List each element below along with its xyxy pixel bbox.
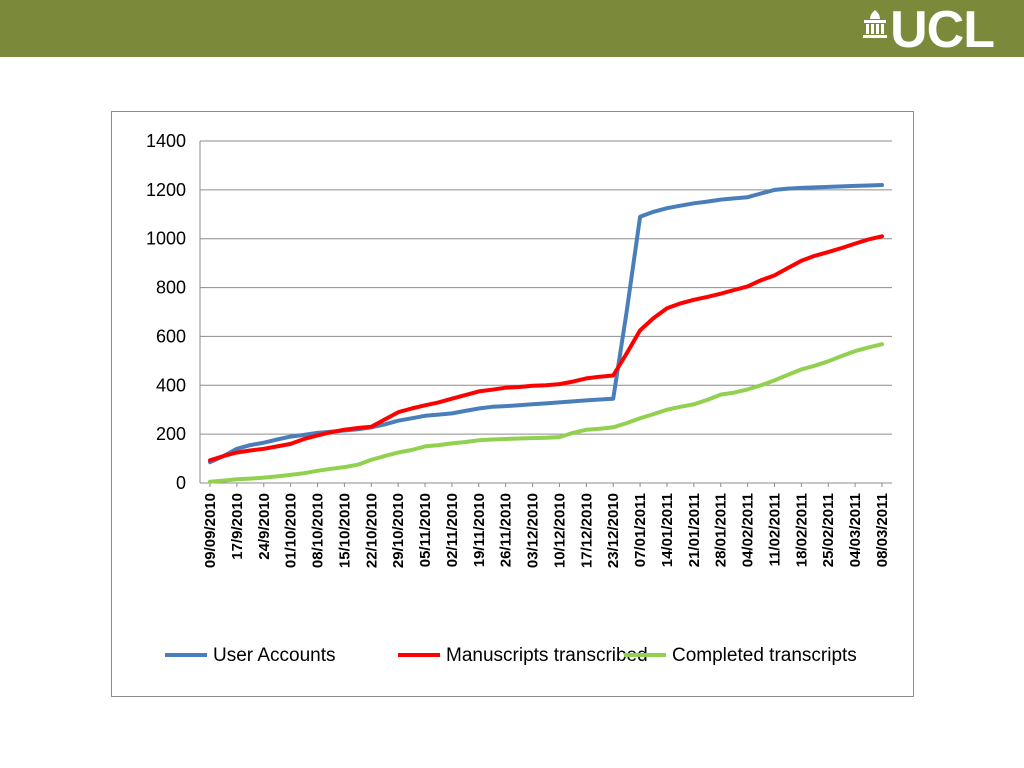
x-tick-label: 21/01/2011 [686, 493, 703, 567]
x-tick-label: 10/12/2010 [551, 493, 568, 568]
x-tick-label: 18/02/2011 [793, 493, 810, 567]
y-tick-label: 400 [156, 375, 186, 395]
x-tick-label: 19/11/2010 [471, 493, 488, 567]
x-tick-label: 25/02/2011 [820, 493, 837, 567]
legend-label: User Accounts [213, 645, 336, 666]
x-tick-label: 07/01/2011 [632, 493, 649, 567]
series-line-3 [208, 342, 884, 484]
chart-frame: 0 200 400 600 800 1000 1200 1400 09/09/2010 17/9/… [111, 111, 914, 697]
x-tick-label: 09/09/2010 [202, 493, 219, 568]
y-tick-label: 1200 [146, 180, 186, 200]
x-tick-label: 23/12/2010 [605, 493, 622, 568]
x-tick-label: 08/10/2010 [310, 493, 327, 568]
x-tick-label: 04/02/2011 [740, 493, 757, 567]
legend-label: Manuscripts transcribed [446, 645, 648, 666]
x-tick-label: 17/12/2010 [578, 493, 595, 568]
y-tick-label: 1400 [146, 131, 186, 151]
y-tick-label: 1000 [146, 229, 186, 249]
legend-label: Completed transcripts [672, 645, 857, 666]
x-tick-label: 26/11/2010 [498, 493, 515, 567]
y-tick-label: 0 [176, 473, 186, 493]
series-line-2 [208, 234, 884, 463]
y-tick-label: 200 [156, 424, 186, 444]
logo-text: UCL [890, 1, 995, 59]
line-chart: 0 200 400 600 800 1000 1200 1400 09/09/2010 17/9/… [146, 131, 892, 666]
x-tick-label: 02/11/2010 [444, 493, 461, 567]
x-tick-label: 08/03/2011 [874, 493, 891, 567]
x-tick-label: 11/02/2011 [766, 493, 783, 566]
x-tick-label: 01/10/2010 [283, 493, 300, 568]
ucl-logo: UCL [862, 1, 995, 59]
x-tick-label: 14/01/2011 [659, 493, 676, 567]
header-bar: UCL [0, 0, 1024, 57]
x-tick-label: 03/12/2010 [525, 493, 542, 568]
x-tick-label: 24/9/2010 [256, 493, 273, 560]
x-tick-label: 15/10/2010 [336, 493, 353, 568]
y-tick-label: 800 [156, 278, 186, 298]
x-tick-label: 17/9/2010 [229, 493, 246, 560]
x-tick-label: 22/10/2010 [363, 493, 380, 568]
x-tick-label: 28/01/2011 [713, 493, 730, 567]
y-tick-label: 600 [156, 326, 186, 346]
x-tick-label: 29/10/2010 [390, 493, 407, 568]
x-tick-label: 04/03/2011 [847, 493, 864, 567]
x-tick-label: 05/11/2010 [417, 493, 434, 567]
portico-icon [863, 10, 888, 38]
series-line-1 [208, 183, 884, 465]
